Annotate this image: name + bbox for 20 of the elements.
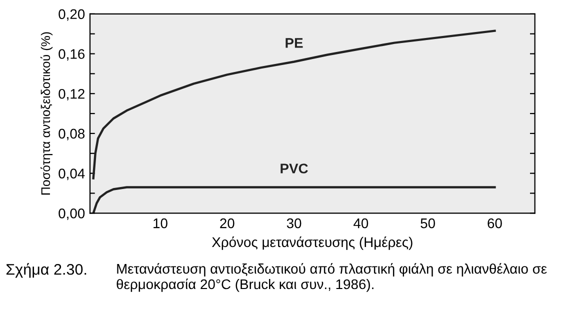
x-tick-label: 40: [354, 218, 368, 228]
text: Σχήμα 2.30.: [6, 263, 86, 278]
y-tick-label: 0,08: [58, 128, 85, 140]
x-tick-label: 30: [286, 218, 302, 228]
x-tick-label: 60: [488, 218, 502, 228]
y-tick-label: 0,16: [58, 49, 85, 61]
y-axis-title: Ποσότητα αντιοξειδοτικού (%): [40, 32, 53, 195]
x-tick-label: 20: [220, 218, 234, 228]
y-tick-label: 0,12: [58, 88, 84, 100]
line-series: [92, 30, 496, 180]
x-tick-label: 10: [154, 218, 168, 228]
x-tick-label: 50: [420, 218, 436, 228]
series-label: PVC: [280, 164, 308, 174]
y-tick-label: 0,20: [58, 9, 85, 21]
y-tick-label: 0,04: [58, 168, 85, 180]
y-tick-label: 0,00: [58, 208, 85, 220]
series-label: PE: [286, 38, 303, 48]
text: Μετανάστευση αντιοξειδωτικού από πλαστική φιάλη σε ηλιανθέλαιο σε θερμοκρασία 20°C (Bruck και συν., 1986).: [116, 263, 547, 292]
line-series: [92, 186, 496, 214]
x-axis-title: Χρόνος μετανάστευσης (Ημέρες): [212, 236, 412, 250]
